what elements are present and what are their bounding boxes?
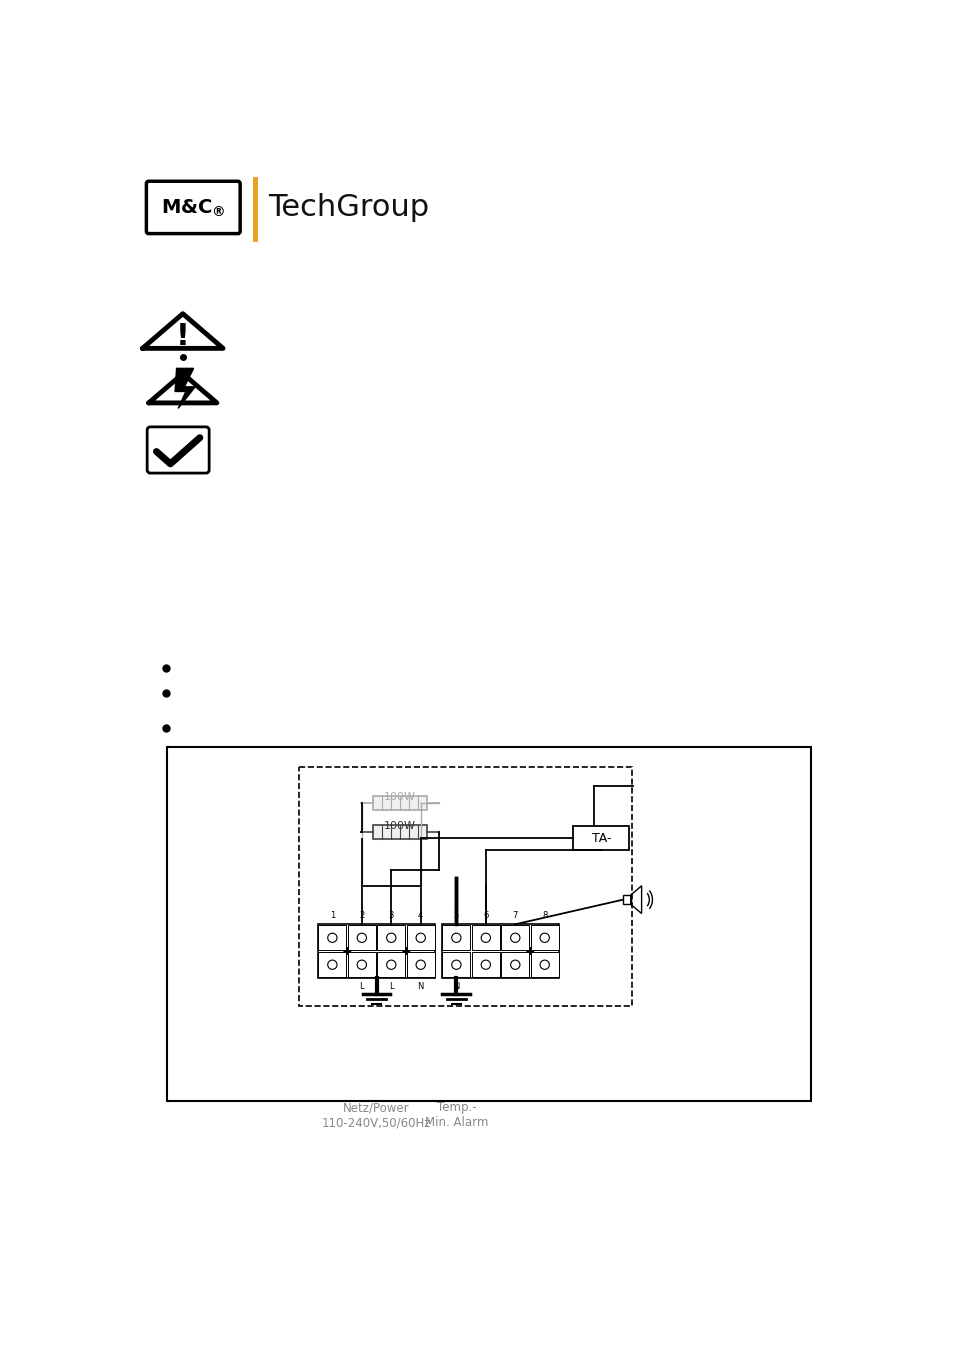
Text: +: + bbox=[524, 945, 535, 957]
Text: Netz/Power
110-240V,50/60Hz: Netz/Power 110-240V,50/60Hz bbox=[321, 1102, 431, 1130]
Text: 1: 1 bbox=[330, 911, 335, 921]
Bar bbox=[622, 895, 630, 905]
Text: TechGroup: TechGroup bbox=[268, 193, 429, 221]
Text: TA-: TA- bbox=[591, 832, 611, 845]
Bar bbox=[377, 952, 405, 977]
Bar bbox=[348, 952, 375, 977]
Bar bbox=[318, 952, 346, 977]
Bar bbox=[500, 925, 529, 950]
Bar bbox=[472, 952, 499, 977]
Text: !: ! bbox=[175, 323, 190, 351]
Bar bbox=[442, 952, 470, 977]
Text: 3: 3 bbox=[388, 911, 394, 921]
Text: 100W: 100W bbox=[383, 792, 416, 802]
Text: 4: 4 bbox=[417, 911, 423, 921]
Text: 8: 8 bbox=[541, 911, 547, 921]
FancyBboxPatch shape bbox=[146, 181, 240, 234]
Bar bbox=[373, 795, 427, 810]
Bar bbox=[298, 767, 632, 1006]
Text: 5: 5 bbox=[454, 911, 458, 921]
Text: 2: 2 bbox=[359, 911, 364, 921]
Polygon shape bbox=[174, 369, 195, 409]
Bar bbox=[441, 925, 558, 979]
Bar bbox=[530, 925, 558, 950]
Text: N: N bbox=[417, 981, 423, 991]
Bar bbox=[373, 825, 427, 838]
Text: 7: 7 bbox=[512, 911, 517, 921]
Bar bbox=[573, 826, 629, 850]
Text: L: L bbox=[389, 981, 394, 991]
Bar bbox=[317, 925, 435, 979]
Text: 100W: 100W bbox=[383, 821, 416, 832]
Bar bbox=[442, 925, 470, 950]
Text: +: + bbox=[341, 945, 352, 957]
Text: +: + bbox=[400, 945, 411, 957]
Bar bbox=[318, 925, 346, 950]
Bar bbox=[406, 925, 435, 950]
Bar bbox=[167, 747, 810, 1102]
Text: N: N bbox=[453, 981, 459, 991]
FancyBboxPatch shape bbox=[147, 427, 209, 472]
Text: M&C$_{\mathregular{\circledR}}$: M&C$_{\mathregular{\circledR}}$ bbox=[160, 197, 225, 217]
Bar bbox=[406, 952, 435, 977]
Text: 6: 6 bbox=[482, 911, 488, 921]
Text: L: L bbox=[359, 981, 364, 991]
Bar bbox=[500, 952, 529, 977]
Text: Temp.-
Min. Alarm: Temp.- Min. Alarm bbox=[424, 1102, 488, 1130]
Bar bbox=[348, 925, 375, 950]
Bar bbox=[377, 925, 405, 950]
Bar bbox=[530, 952, 558, 977]
Bar bbox=[472, 925, 499, 950]
